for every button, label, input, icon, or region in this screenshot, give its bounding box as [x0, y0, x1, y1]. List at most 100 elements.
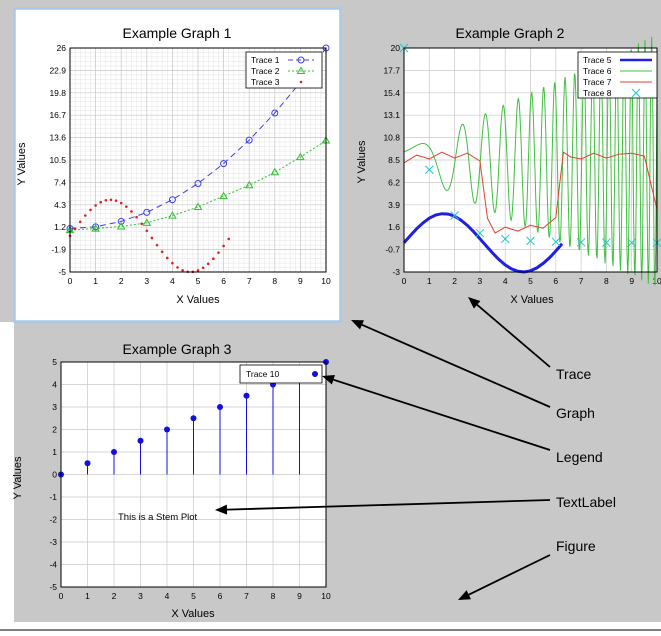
- x-tick-label: 3: [138, 591, 143, 601]
- legend-label-trace-10: Trace 10: [246, 369, 280, 379]
- callout-label-legend: Legend: [556, 449, 603, 465]
- data-point: [217, 251, 220, 254]
- data-point: [94, 204, 97, 207]
- legend-label-trace-7: Trace 7: [583, 77, 612, 87]
- figure-margin: [0, 322, 14, 631]
- x-tick-label: 0: [68, 276, 73, 286]
- y-tick-label: 1.6: [388, 222, 400, 232]
- data-point: [142, 218, 152, 226]
- x-tick-label: 7: [579, 276, 584, 286]
- data-point: [165, 256, 169, 260]
- data-point: [145, 229, 149, 233]
- graph-2-series: [399, 36, 661, 286]
- graph-1-legend[interactable]: Trace 1 Trace 2 Trace 3: [245, 51, 323, 89]
- data-point: [89, 208, 92, 212]
- stem-marker: [164, 426, 170, 433]
- data-point: [104, 198, 108, 202]
- x-tick-label: 2: [452, 276, 457, 286]
- x-tick-label: 0: [59, 591, 64, 601]
- legend-box: [239, 364, 323, 384]
- graph-3[interactable]: Example Graph 3 X Values Y Values 0 1 2 3 4 5…: [12, 341, 331, 620]
- y-tick-label: -5: [58, 267, 66, 277]
- legend-marker-trace-2: [296, 66, 306, 74]
- data-point: [73, 227, 77, 231]
- legend-box: [245, 51, 323, 89]
- y-tick-label: 19.8: [49, 88, 66, 98]
- graph-2-axes-box: [403, 47, 658, 273]
- x-tick-label: 6: [553, 276, 558, 286]
- data-point: [244, 180, 254, 189]
- callout-arrows: [215, 297, 551, 600]
- y-tick-label: -3: [392, 267, 400, 277]
- data-point: [116, 221, 126, 230]
- data-point: [271, 109, 279, 117]
- data-point: [155, 243, 159, 247]
- stem-marker: [243, 392, 250, 399]
- graph-1-axes-box: [69, 47, 327, 273]
- callout-arrow-head: [322, 374, 335, 385]
- stem-marker: [190, 415, 197, 422]
- y-tick-label: 7.4: [54, 177, 66, 187]
- callout-label-graph: Graph: [556, 405, 595, 421]
- data-point: [219, 191, 228, 200]
- stem-plot-text-label[interactable]: This is a Stem Plot: [118, 512, 198, 523]
- data-point: [168, 196, 176, 204]
- legend-label-trace-5: Trace 5: [583, 55, 612, 65]
- x-tick-label: 8: [272, 276, 277, 286]
- callouts: Trace Graph Legend TextLabel Figure: [556, 366, 616, 554]
- graph-2[interactable]: Example Graph 2 X Values Y Values 0 1 2 3 4 5…: [356, 25, 661, 306]
- graph-1[interactable]: Example Graph 1 X Values Y Values 0 1 2 3 4 5…: [13, 7, 342, 323]
- y-tick-label: 17.7: [383, 65, 400, 75]
- y-tick-label: 20: [391, 43, 401, 53]
- stem-marker: [84, 460, 91, 467]
- figure-margin: [0, 622, 661, 631]
- data-point: [92, 223, 100, 231]
- x-tick-label: 1: [427, 276, 432, 286]
- y-tick-label: 2: [52, 425, 57, 435]
- legend-marker-trace-3: [299, 80, 303, 84]
- data-point: [212, 257, 215, 261]
- data-point: [206, 262, 210, 266]
- x-tick-label: 10: [321, 276, 331, 286]
- data-point: [526, 236, 535, 246]
- data-point: [551, 237, 561, 247]
- legend-label-trace-1: Trace 1: [251, 55, 280, 65]
- callout-arrow-head: [458, 590, 471, 600]
- series-line: [402, 212, 564, 274]
- graph-3-legend[interactable]: Trace 10: [239, 364, 323, 384]
- data-point: [143, 208, 151, 216]
- graph-3-xlabel: X Values: [171, 608, 215, 620]
- y-tick-label: 22.9: [49, 65, 66, 75]
- x-tick-label: 4: [170, 276, 175, 286]
- data-point: [160, 250, 164, 254]
- graph-3-ticks: 0 1 2 3 4 5 6 7 8 9 10 -5 -4 -3 -2 -1 0 1 2 3 4 5: [49, 357, 331, 601]
- data-point: [500, 234, 510, 244]
- callout-arrow-head: [215, 504, 228, 515]
- y-tick-label: -0.7: [385, 245, 400, 255]
- legend-label-trace-8: Trace 8: [583, 88, 612, 98]
- stem-marker: [217, 404, 223, 410]
- x-tick-label: 6: [218, 591, 223, 601]
- graph-2-legend[interactable]: Trace 5 Trace 6 Trace 7 Trace 8: [577, 51, 658, 99]
- x-tick-label: 8: [604, 276, 609, 286]
- x-tick-label: 7: [244, 591, 249, 601]
- x-tick-label: 4: [165, 591, 170, 601]
- data-point: [194, 179, 202, 187]
- graph-2-ylabel: Y Values: [356, 140, 368, 184]
- stem-marker: [137, 437, 144, 444]
- x-tick-label: 5: [191, 591, 196, 601]
- y-tick-label: 10.8: [383, 133, 400, 143]
- y-tick-label: 4.3: [54, 200, 66, 210]
- data-point: [176, 266, 179, 269]
- series-line: [69, 140, 327, 231]
- data-point: [181, 268, 184, 272]
- y-tick-label: -1: [49, 492, 57, 502]
- callout-label-textlabel: TextLabel: [556, 494, 616, 510]
- legend-label-trace-2: Trace 2: [251, 66, 280, 76]
- y-tick-label: 10.5: [49, 155, 66, 165]
- data-point: [475, 228, 485, 238]
- y-tick-label: 26: [57, 43, 67, 53]
- callout-arrow-head: [351, 320, 364, 330]
- graph-3-axes-box: [60, 361, 327, 588]
